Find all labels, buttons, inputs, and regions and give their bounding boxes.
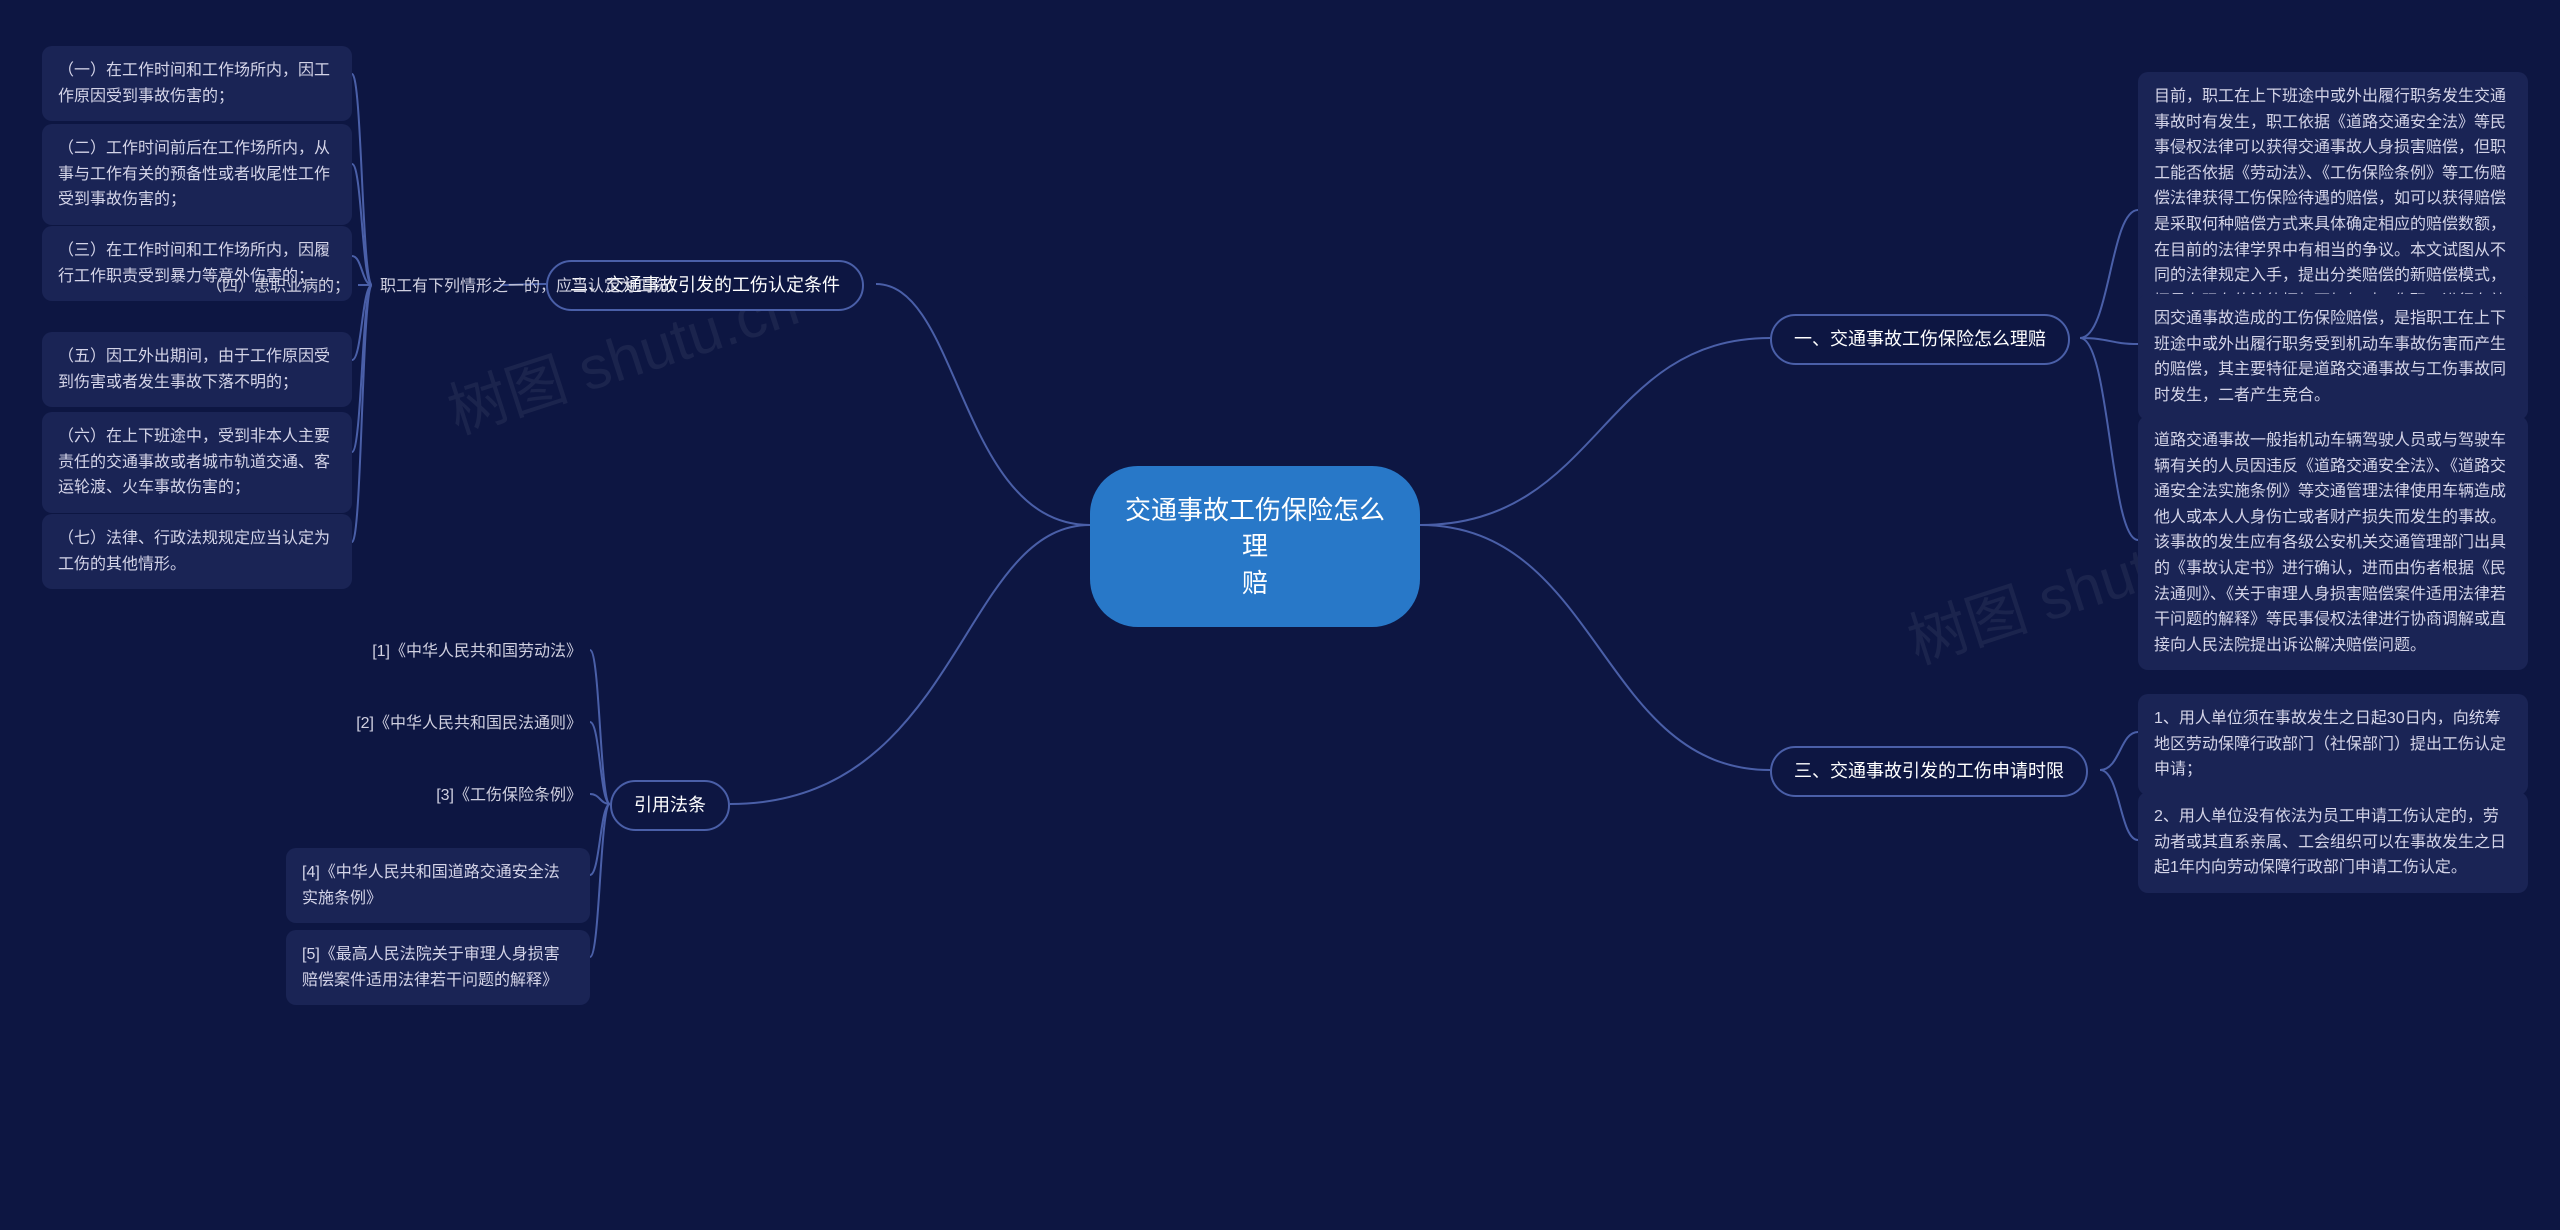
leaf-2b-text: （二）工作时间前后在工作场所内，从事与工作有关的预备性或者收尾性工作受到事故伤害… [58,136,336,213]
leaf-2b[interactable]: （二）工作时间前后在工作场所内，从事与工作有关的预备性或者收尾性工作受到事故伤害… [42,124,352,225]
leaf-3a-text: 1、用人单位须在事故发生之日起30日内，向统筹地区劳动保障行政部门（社保部门）提… [2154,706,2512,783]
leaf-4a[interactable]: [1]《中华人民共和国劳动法》 [340,636,590,668]
leaf-2e-text: （五）因工外出期间，由于工作原因受到伤害或者发生事故下落不明的； [58,344,336,395]
branch-4[interactable]: 引用法条 [610,780,730,831]
branch-3[interactable]: 三、交通事故引发的工伤申请时限 [1770,746,2088,797]
leaf-1b-text: 因交通事故造成的工伤保险赔偿，是指职工在上下班途中或外出履行职务受到机动车事故伤… [2154,306,2512,408]
leaf-2d-text: （四）患职业病的； [206,275,350,299]
leaf-2g-text: （七）法律、行政法规规定应当认定为工伤的其他情形。 [58,526,336,577]
leaf-4b[interactable]: [2]《中华人民共和国民法通则》 [326,708,590,740]
leaf-2a-text: （一）在工作时间和工作场所内，因工作原因受到事故伤害的； [58,58,336,109]
sublabel-2-text: 职工有下列情形之一的，应当认定为工伤： [380,275,684,299]
leaf-4e[interactable]: [5]《最高人民法院关于审理人身损害赔偿案件适用法律若干问题的解释》 [286,930,590,1005]
leaf-2g[interactable]: （七）法律、行政法规规定应当认定为工伤的其他情形。 [42,514,352,589]
leaf-2f-text: （六）在上下班途中，受到非本人主要责任的交通事故或者城市轨道交通、客运轮渡、火车… [58,424,336,501]
leaf-4c[interactable]: [3]《工伤保险条例》 [410,780,590,812]
center-label: 交通事故工伤保险怎么理赔 [1124,492,1386,601]
leaf-2d[interactable]: （四）患职业病的； [198,271,358,303]
sublabel-2[interactable]: 职工有下列情形之一的，应当认定为工伤： [372,271,692,303]
leaf-3b-text: 2、用人单位没有依法为员工申请工伤认定的，劳动者或其直系亲属、工会组织可以在事故… [2154,804,2512,881]
leaf-1c-text: 道路交通事故一般指机动车辆驾驶人员或与驾驶车辆有关的人员因违反《道路交通安全法》… [2154,428,2512,658]
leaf-3b[interactable]: 2、用人单位没有依法为员工申请工伤认定的，劳动者或其直系亲属、工会组织可以在事故… [2138,792,2528,893]
leaf-2a[interactable]: （一）在工作时间和工作场所内，因工作原因受到事故伤害的； [42,46,352,121]
leaf-2f[interactable]: （六）在上下班途中，受到非本人主要责任的交通事故或者城市轨道交通、客运轮渡、火车… [42,412,352,513]
leaf-1b[interactable]: 因交通事故造成的工伤保险赔偿，是指职工在上下班途中或外出履行职务受到机动车事故伤… [2138,294,2528,420]
leaf-1c[interactable]: 道路交通事故一般指机动车辆驾驶人员或与驾驶车辆有关的人员因违反《道路交通安全法》… [2138,416,2528,670]
leaf-4b-text: [2]《中华人民共和国民法通则》 [356,712,582,736]
leaf-3a[interactable]: 1、用人单位须在事故发生之日起30日内，向统筹地区劳动保障行政部门（社保部门）提… [2138,694,2528,795]
leaf-4d[interactable]: [4]《中华人民共和国道路交通安全法实施条例》 [286,848,590,923]
branch-1-label: 一、交通事故工伤保险怎么理赔 [1794,326,2046,353]
leaf-4e-text: [5]《最高人民法院关于审理人身损害赔偿案件适用法律若干问题的解释》 [302,942,574,993]
center-node[interactable]: 交通事故工伤保险怎么理赔 [1090,466,1420,627]
leaf-2e[interactable]: （五）因工外出期间，由于工作原因受到伤害或者发生事故下落不明的； [42,332,352,407]
leaf-4c-text: [3]《工伤保险条例》 [436,784,582,808]
branch-4-label: 引用法条 [634,792,706,819]
branch-1[interactable]: 一、交通事故工伤保险怎么理赔 [1770,314,2070,365]
leaf-4a-text: [1]《中华人民共和国劳动法》 [372,640,582,664]
leaf-4d-text: [4]《中华人民共和国道路交通安全法实施条例》 [302,860,574,911]
branch-3-label: 三、交通事故引发的工伤申请时限 [1794,758,2064,785]
